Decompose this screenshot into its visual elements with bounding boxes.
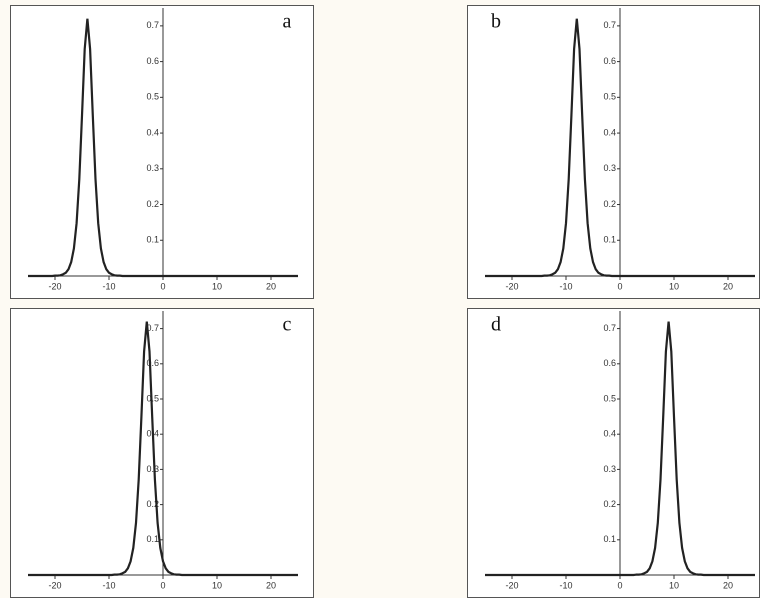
y-tick-label: 0.5 (146, 92, 159, 102)
y-tick-label: 0.1 (603, 235, 616, 245)
panel: -20 -10 0 10 200.10.20.30.40.50.60.7 c (10, 308, 314, 598)
x-tick-label: 10 (212, 281, 222, 291)
y-tick-label: 0.2 (603, 499, 616, 509)
y-tick-label: 0.2 (603, 199, 616, 209)
y-tick-label: 0.1 (146, 534, 159, 544)
curve (485, 18, 755, 278)
y-tick-label: 0.7 (146, 20, 159, 30)
y-tick-label: 0.4 (146, 127, 159, 137)
x-tick-label: 20 (723, 580, 733, 590)
y-tick-label: 0.4 (603, 429, 616, 439)
y-tick-label: 0.3 (603, 464, 616, 474)
y-tick-label: 0.2 (146, 499, 159, 509)
x-tick-label: 10 (669, 281, 679, 291)
x-tick-label: -10 (559, 281, 572, 291)
x-tick-label: -20 (505, 281, 518, 291)
y-tick-label: 0.3 (146, 464, 159, 474)
x-tick-label: 0 (160, 281, 165, 291)
y-tick-label: 0.4 (603, 127, 616, 137)
y-tick-label: 0.5 (603, 393, 616, 403)
x-tick-label: 10 (669, 580, 679, 590)
x-tick-label: 20 (266, 580, 276, 590)
panel-label: c (283, 314, 292, 336)
y-tick-label: 0.2 (146, 199, 159, 209)
x-tick-label: 0 (160, 580, 165, 590)
y-tick-label: 0.3 (146, 163, 159, 173)
curve (28, 18, 298, 278)
panel-label: a (283, 11, 292, 33)
x-tick-label: -10 (559, 580, 572, 590)
y-tick-label: 0.6 (603, 56, 616, 66)
y-tick-label: 0.7 (603, 323, 616, 333)
x-tick-label: 10 (212, 580, 222, 590)
y-tick-label: 0.5 (603, 92, 616, 102)
panel-label: b (491, 11, 501, 33)
panel: -20 -10 0 10 20 0.1 0.2 0.3 0.4 0.5 0.6 0.7 b (467, 5, 760, 299)
panel-label: d (491, 314, 501, 336)
panel: -20 -10 0 10 20 0.1 0.2 0.3 0.4 0.5 0.6 0.7 a (10, 5, 314, 299)
x-tick-label: -10 (102, 580, 115, 590)
y-tick-label: 0.3 (603, 163, 616, 173)
y-tick-label: 0.1 (146, 235, 159, 245)
x-tick-label: 0 (617, 281, 622, 291)
y-tick-label: 0.5 (146, 393, 159, 403)
x-tick-label: -20 (48, 580, 61, 590)
y-tick-label: 0.6 (146, 358, 159, 368)
x-tick-label: 0 (617, 580, 622, 590)
x-tick-label: 20 (266, 281, 276, 291)
y-tick-label: 0.7 (603, 20, 616, 30)
curve (485, 321, 755, 577)
y-tick-label: 0.6 (603, 358, 616, 368)
curve (28, 321, 298, 577)
x-tick-label: -10 (102, 281, 115, 291)
x-tick-label: -20 (505, 580, 518, 590)
x-tick-label: 20 (723, 281, 733, 291)
panel: -20 -10 0 10 20 0.1 0.2 0.3 0.4 0.5 0.6 0.7 d (467, 308, 760, 598)
y-tick-label: 0.6 (146, 56, 159, 66)
y-tick-label: 0.7 (146, 323, 159, 333)
x-tick-label: -20 (48, 281, 61, 291)
y-tick-label: 0.1 (603, 534, 616, 544)
